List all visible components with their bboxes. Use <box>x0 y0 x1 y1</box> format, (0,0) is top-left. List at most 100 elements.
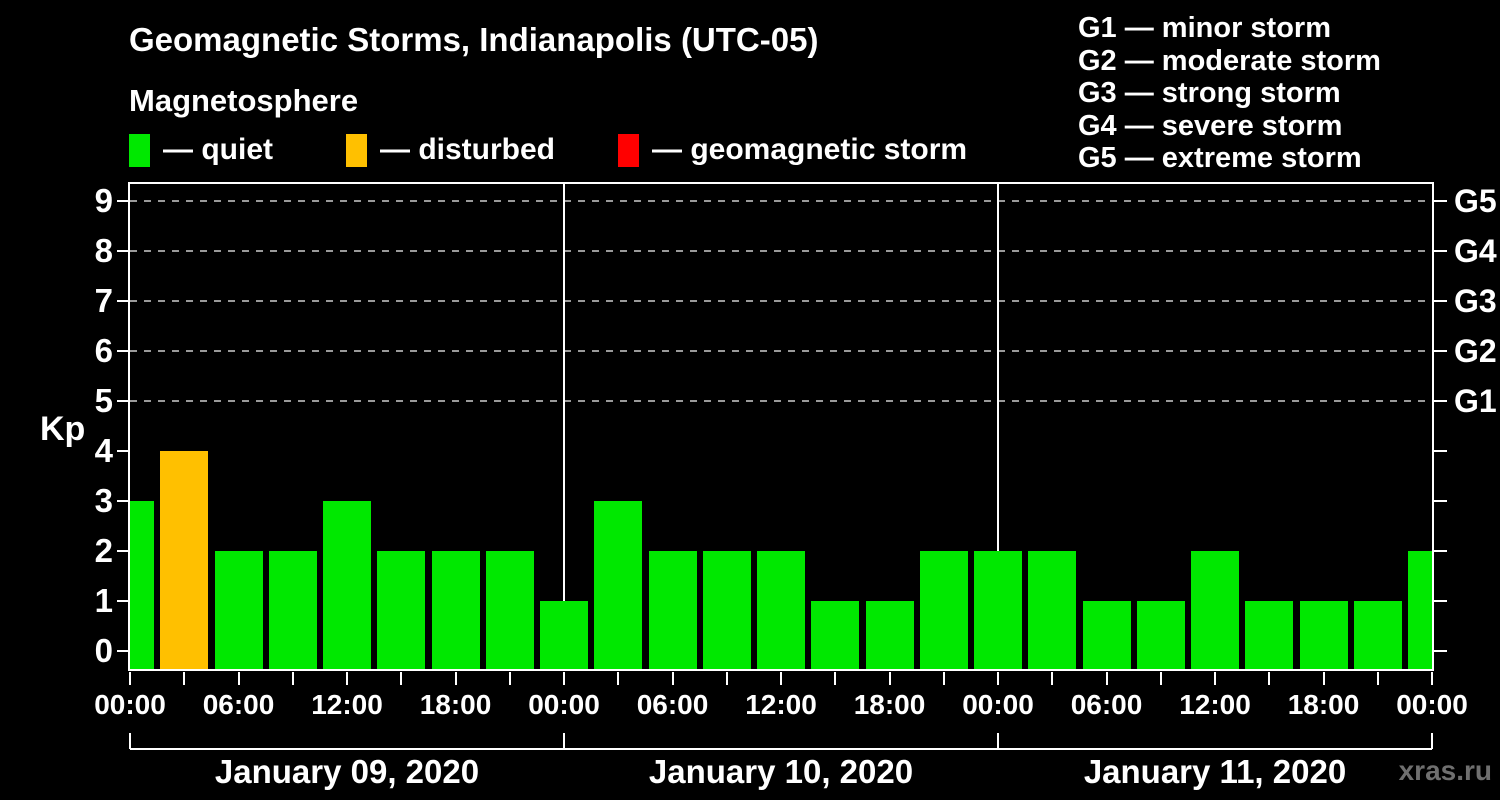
kp-bar <box>431 551 480 669</box>
y-tick-right <box>1434 600 1447 602</box>
x-tick-label: 18:00 <box>1287 689 1360 720</box>
kp-bar <box>160 451 209 669</box>
x-tick <box>1268 672 1271 685</box>
kp-bar <box>757 551 805 669</box>
x-tick <box>780 672 782 685</box>
right-axis-g-label: G2 <box>1454 333 1497 369</box>
x-tick <box>671 672 674 685</box>
kp-bar <box>1191 551 1239 669</box>
legend-item-storm: — geomagnetic storm <box>618 132 967 168</box>
y-tick-label: 0 <box>94 632 113 669</box>
disturbed-color-swatch <box>346 133 367 167</box>
y-tick-right <box>1434 300 1447 302</box>
g-scale-legend-item-g4: G4 — severe storm <box>1078 109 1343 142</box>
y-tick-left <box>117 450 130 452</box>
x-tick-label: 18:00 <box>419 689 492 720</box>
y-tick-left <box>117 650 130 652</box>
y-tick-label: 1 <box>94 582 113 619</box>
quiet-color-swatch <box>129 133 150 167</box>
x-tick <box>1431 672 1433 685</box>
y-tick-right <box>1434 450 1447 452</box>
kp-bar <box>594 501 643 669</box>
y-tick-label: 3 <box>94 482 113 519</box>
date-label: January 11, 2020 <box>1083 753 1347 790</box>
x-tick <box>291 672 294 685</box>
y-tick-right <box>1434 500 1447 502</box>
y-tick-label: 5 <box>94 382 113 419</box>
x-tick-label: 00:00 <box>1396 689 1468 720</box>
y-tick-right <box>1434 550 1447 552</box>
kp-bar <box>540 601 588 669</box>
x-tick <box>237 672 240 685</box>
date-axis-tick <box>563 733 565 749</box>
kp-bar <box>1082 601 1131 669</box>
x-tick <box>346 672 348 685</box>
date-axis-tick <box>129 733 131 749</box>
y-tick-left <box>117 550 130 552</box>
x-tick <box>617 672 620 685</box>
kp-bar <box>1136 601 1185 669</box>
storm-color-swatch <box>618 133 639 167</box>
g-scale-legend-item-g1: G1 — minor storm <box>1078 12 1331 44</box>
date-axis-tick <box>1431 733 1433 749</box>
y-tick-label: 6 <box>94 332 113 369</box>
day-boundary-line <box>563 184 565 669</box>
y-tick-right <box>1434 400 1447 402</box>
g-level-gridline <box>130 250 1432 252</box>
g-scale-legend-item-g3: G3 — strong storm <box>1078 77 1341 109</box>
y-tick-left <box>117 350 130 352</box>
x-tick <box>1051 672 1054 685</box>
x-tick <box>400 672 403 685</box>
date-label: January 10, 2020 <box>648 753 914 790</box>
kp-bar <box>1028 551 1077 669</box>
x-tick-label: 12:00 <box>1179 689 1251 720</box>
kp-bar <box>974 551 1022 669</box>
right-axis-g-label: G1 <box>1454 383 1497 419</box>
g-scale-legend-item-g5: G5 — extreme storm <box>1078 142 1362 174</box>
x-tick <box>183 672 186 685</box>
x-tick-label: 12:00 <box>311 689 383 720</box>
y-tick-label: 9 <box>94 182 113 219</box>
x-tick <box>1159 672 1162 685</box>
kp-bar <box>323 501 371 669</box>
x-tick <box>1322 672 1325 685</box>
kp-bar <box>865 601 914 669</box>
chart-title: Geomagnetic Storms, Indianapolis (UTC-05… <box>129 21 819 58</box>
y-tick-label: 4 <box>94 432 113 469</box>
y-tick-left <box>117 400 130 402</box>
watermark: xras.ru <box>1398 755 1492 786</box>
x-tick-label: 00:00 <box>962 689 1034 720</box>
g-level-gridline <box>130 400 1432 402</box>
kp-bar <box>1299 601 1348 669</box>
kp-bar <box>811 601 860 669</box>
chart-subtitle: Magnetosphere <box>129 83 359 118</box>
y-tick-left <box>117 250 130 252</box>
y-tick-label: 7 <box>94 282 113 319</box>
x-tick-label: 12:00 <box>745 689 817 720</box>
y-tick-right <box>1434 650 1447 652</box>
plot-area <box>128 182 1434 671</box>
x-tick-label: 06:00 <box>1070 689 1143 720</box>
y-tick-right <box>1434 200 1447 202</box>
kp-bar <box>268 551 317 669</box>
kp-bar <box>377 551 426 669</box>
legend-label-storm: — geomagnetic storm <box>652 133 968 166</box>
day-boundary-line <box>997 184 999 669</box>
x-tick-label: 00:00 <box>528 689 600 720</box>
kp-bar <box>1245 601 1294 669</box>
g-level-gridline <box>130 350 1432 352</box>
right-axis-g-label: G4 <box>1454 233 1497 269</box>
g-scale-legend-item-g2: G2 — moderate storm <box>1078 44 1381 77</box>
g-level-gridline <box>130 200 1432 202</box>
x-tick-label: 06:00 <box>202 689 275 720</box>
x-tick <box>725 672 728 685</box>
y-tick-left <box>117 300 130 302</box>
legend-label-disturbed: — disturbed <box>380 133 556 166</box>
y-tick-right <box>1434 250 1447 252</box>
date-axis-line <box>130 748 1432 750</box>
date-label: January 09, 2020 <box>214 753 480 790</box>
y-axis-title: Kp <box>40 410 86 448</box>
kp-bar <box>1408 551 1432 669</box>
y-tick-left <box>117 600 130 602</box>
